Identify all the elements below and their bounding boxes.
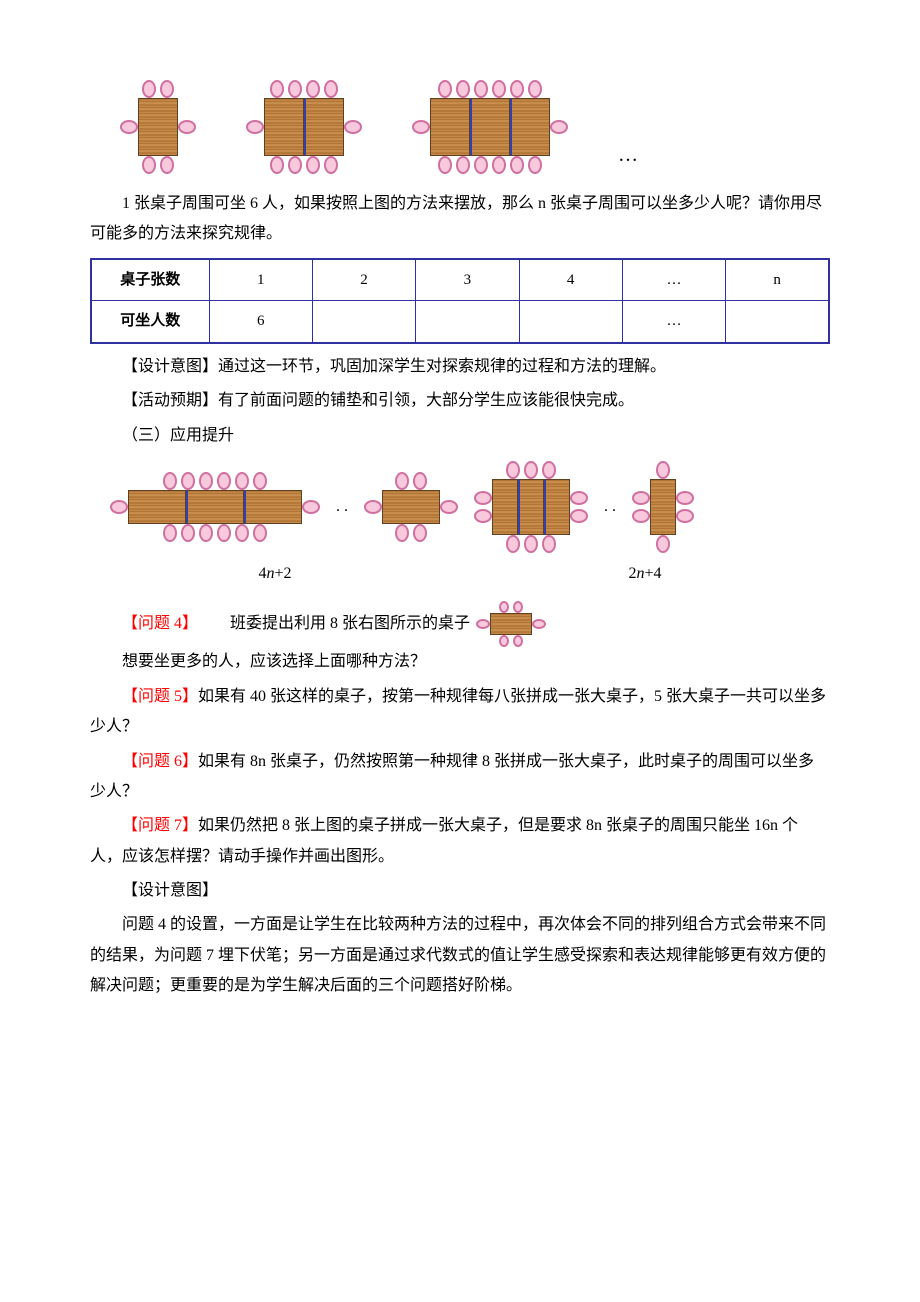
question-5: 【问题 5】如果有 40 张这样的桌子，按第一种规律每八张拼成一张大桌子，5 张… <box>90 682 830 743</box>
q4-label: 【问题 4】 <box>90 609 198 639</box>
table-cell <box>726 301 829 343</box>
q5-label: 【问题 5】 <box>122 688 198 705</box>
vert-3 <box>474 461 588 553</box>
design-intent-1: 【设计意图】通过这一环节，巩固加深学生对探索规律的过程和方法的理解。 <box>90 352 830 382</box>
table-header-1: 桌子张数 <box>91 259 209 301</box>
section-3-title: （三）应用提升 <box>90 421 830 451</box>
design-intent-2: 问题 4 的设置，一方面是让学生在比较两种方法的过程中，再次体会不同的排列组合方… <box>90 910 830 1001</box>
table-row: 可坐人数 6 … <box>91 301 829 343</box>
table-cell: 4 <box>519 259 622 301</box>
horiz-single <box>364 472 458 542</box>
q6-label: 【问题 6】 <box>122 753 198 770</box>
ellipsis-text: … <box>618 136 638 174</box>
table-header-2: 可坐人数 <box>91 301 209 343</box>
activity-expect-1: 【活动预期】有了前面问题的铺垫和引领，大部分学生应该能很快完成。 <box>90 386 830 416</box>
vertical-table-2 <box>246 80 362 174</box>
dots: . . <box>604 492 616 522</box>
vertical-table-3 <box>412 80 568 174</box>
horiz-group <box>110 472 320 542</box>
table-cell <box>519 301 622 343</box>
q4-text-a: 班委提出利用 8 张右图所示的桌子 <box>198 609 470 639</box>
table-cell: 1 <box>209 259 312 301</box>
table-cell: 6 <box>209 301 312 343</box>
table-row: 桌子张数 1 2 3 4 … n <box>91 259 829 301</box>
caption-1: 1 张桌子周围可坐 6 人，如果按照上图的方法来摆放，那么 n 张桌子周围可以坐… <box>90 189 830 250</box>
q5-text: 如果有 40 张这样的桌子，按第一种规律每八张拼成一张大桌子，5 张大桌子一共可… <box>90 688 826 735</box>
question-7: 【问题 7】如果仍然把 8 张上图的桌子拼成一张大桌子，但是要求 8n 张桌子的… <box>90 811 830 872</box>
formula-row: 4n+2 2n+4 <box>90 559 830 589</box>
table-cell <box>312 301 415 343</box>
question-4: 【问题 4】 班委提出利用 8 张右图所示的桌子 想要坐更多的人，应该选择上面哪… <box>90 601 830 677</box>
formula-2: 2n+4 <box>628 559 661 589</box>
table-cell <box>416 301 519 343</box>
diagram-row-vertical: … <box>120 80 830 174</box>
table-cell: n <box>726 259 829 301</box>
section3-diagrams: . . . . <box>110 461 830 553</box>
table-cell: 2 <box>312 259 415 301</box>
q7-label: 【问题 7】 <box>122 817 198 834</box>
design-intent-label: 【设计意图】 <box>90 876 830 906</box>
q4-inline-diagram <box>476 601 546 647</box>
table-cell: 3 <box>416 259 519 301</box>
vert-1 <box>632 461 694 553</box>
vertical-table-1 <box>120 80 196 174</box>
q6-text: 如果有 8n 张桌子，仍然按照第一种规律 8 张拼成一张大桌子，此时桌子的周围可… <box>90 753 814 800</box>
formula-1: 4n+2 <box>258 559 291 589</box>
q4-text-b: 想要坐更多的人，应该选择上面哪种方法？ <box>90 647 426 677</box>
table-cell: … <box>622 301 725 343</box>
dots: . . <box>336 492 348 522</box>
pattern-table: 桌子张数 1 2 3 4 … n 可坐人数 6 … <box>90 258 830 344</box>
question-6: 【问题 6】如果有 8n 张桌子，仍然按照第一种规律 8 张拼成一张大桌子，此时… <box>90 747 830 808</box>
table-cell: … <box>622 259 725 301</box>
